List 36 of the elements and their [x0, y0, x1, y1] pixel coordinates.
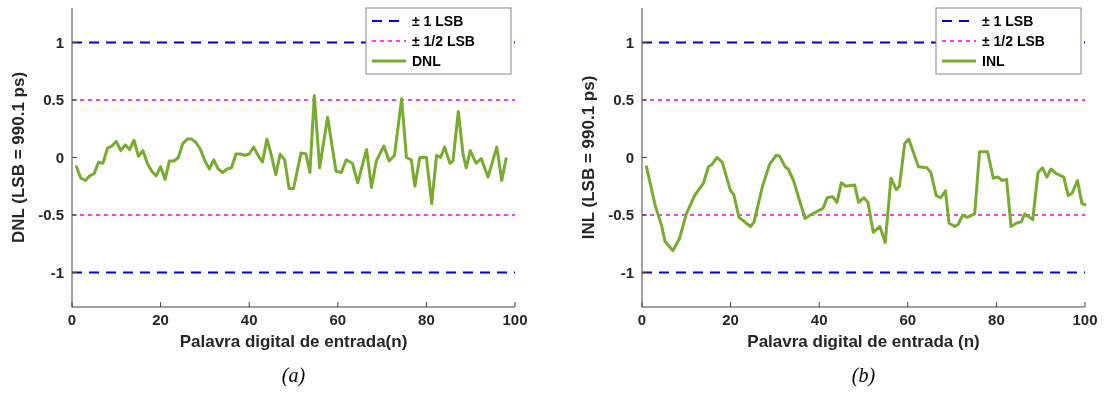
legend-label: ± 1/2 LSB — [982, 32, 1045, 49]
x-tick-label: 60 — [899, 311, 917, 328]
line-series — [644, 137, 1087, 253]
legend-label: ± 1/2 LSB — [412, 32, 475, 49]
legend-label: DNL — [412, 52, 442, 69]
y-tick-label: 0 — [55, 148, 64, 166]
y-tick-label: -1 — [620, 263, 634, 281]
line-series — [74, 93, 508, 205]
x-tick-label: 0 — [67, 311, 77, 328]
y-axis-title: DNL (LSB = 990.1 ps) — [9, 71, 28, 244]
text: (a) — [281, 364, 306, 387]
y-tick-label: -0.5 — [38, 206, 64, 224]
legend-label: ± 1 LSB — [982, 12, 1034, 29]
text: (b) — [851, 364, 876, 387]
y-axis-title: INL (LSB = 990.1 ps) — [579, 75, 598, 240]
x-tick-label: 20 — [152, 311, 169, 328]
x-tick-label: 40 — [810, 311, 828, 328]
y-tick-label: 0.5 — [43, 91, 64, 109]
x-tick-label: 0 — [637, 311, 647, 328]
y-tick-label: 1 — [625, 33, 634, 51]
x-tick-label: 80 — [418, 311, 435, 328]
legend-label: INL — [982, 52, 1005, 69]
x-axis-title: Palavra digital de entrada (n) — [747, 332, 980, 351]
x-axis-title: Palavra digital de entrada(n) — [179, 332, 408, 351]
x-tick-label: 100 — [1072, 311, 1098, 328]
y-tick-label: -0.5 — [608, 206, 634, 224]
x-tick-label: 20 — [722, 311, 739, 328]
x-tick-label: 60 — [329, 311, 347, 328]
y-tick-label: -1 — [50, 263, 64, 281]
x-tick-label: 80 — [988, 311, 1005, 328]
y-tick-label: 1 — [55, 33, 64, 51]
x-tick-label: 40 — [240, 311, 258, 328]
legend-label: ± 1 LSB — [412, 12, 464, 29]
y-tick-label: 0 — [625, 148, 634, 166]
x-tick-label: 100 — [502, 311, 528, 328]
y-tick-label: 0.5 — [613, 91, 634, 109]
